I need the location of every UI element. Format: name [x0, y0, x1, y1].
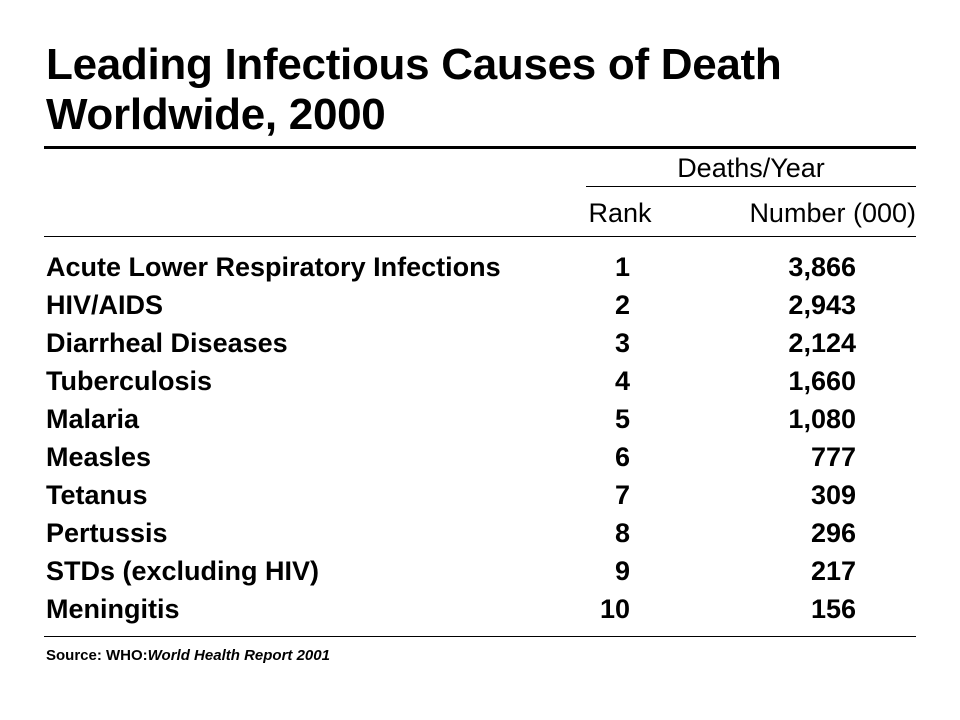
- cause-cell: Tetanus: [46, 480, 148, 510]
- source-prefix: Source: WHO:: [46, 647, 148, 664]
- cause-cell: HIV/AIDS: [46, 290, 164, 320]
- group-header-divider: [586, 186, 916, 187]
- top-divider: [44, 146, 916, 149]
- rank-cell: 8: [614, 518, 630, 548]
- number-cell: 2,943: [788, 290, 856, 320]
- number-cell: 3,866: [788, 252, 856, 282]
- rank-cell: 6: [614, 442, 630, 472]
- rank-cell: 5: [614, 404, 630, 434]
- cause-cell: STDs (excluding HIV): [46, 556, 320, 586]
- rank-cell: 4: [614, 366, 630, 396]
- cause-cell: Malaria: [46, 404, 140, 434]
- cause-cell: Acute Lower Respiratory Infections: [46, 252, 501, 282]
- number-cell: 296: [810, 518, 856, 548]
- table-row: Meningitis 10 156: [46, 591, 916, 629]
- table-row: HIV/AIDS 2 2,943: [46, 287, 916, 325]
- header-divider: [44, 236, 916, 237]
- number-cell: 1,660: [788, 366, 856, 396]
- cause-cell: Pertussis: [46, 518, 168, 548]
- number-column-header: Number (000): [749, 198, 916, 228]
- table-row: Measles 6 777: [46, 439, 916, 477]
- rank-cell: 2: [614, 290, 630, 320]
- table-row: STDs (excluding HIV) 9 217: [46, 553, 916, 591]
- number-cell: 777: [810, 442, 856, 472]
- cause-cell: Measles: [46, 442, 152, 472]
- cause-cell: Tuberculosis: [46, 366, 213, 396]
- rank-cell: 1: [614, 252, 630, 282]
- number-cell: 2,124: [788, 328, 856, 358]
- table-row: Diarrheal Diseases 3 2,124: [46, 325, 916, 363]
- bottom-divider: [44, 636, 916, 637]
- deaths-per-year-header: Deaths/Year: [677, 153, 825, 183]
- rank-cell: 7: [614, 480, 630, 510]
- table-row: Malaria 5 1,080: [46, 401, 916, 439]
- number-cell: 156: [810, 594, 856, 624]
- title-line-1: Leading Infectious Causes of Death: [46, 40, 782, 89]
- rank-cell: 3: [614, 328, 630, 358]
- source-note: Source: WHO:World Health Report 2001: [46, 646, 330, 666]
- rank-column-header: Rank: [588, 198, 652, 228]
- rank-cell: 10: [599, 594, 630, 624]
- number-cell: 217: [810, 556, 856, 586]
- source-reference: World Health Report 2001: [147, 647, 330, 664]
- page-title: Leading Infectious Causes of Death World…: [46, 40, 926, 140]
- title-line-2: Worldwide, 2000: [46, 90, 386, 139]
- number-cell: 1,080: [788, 404, 856, 434]
- rank-cell: 9: [614, 556, 630, 586]
- cause-cell: Diarrheal Diseases: [46, 328, 288, 358]
- cause-cell: Meningitis: [46, 594, 180, 624]
- table-row: Tuberculosis 4 1,660: [46, 363, 916, 401]
- table-body: Acute Lower Respiratory Infections 1 3,8…: [46, 249, 916, 629]
- table-row: Pertussis 8 296: [46, 515, 916, 553]
- table-row: Acute Lower Respiratory Infections 1 3,8…: [46, 249, 916, 287]
- table-row: Tetanus 7 309: [46, 477, 916, 515]
- number-cell: 309: [810, 480, 856, 510]
